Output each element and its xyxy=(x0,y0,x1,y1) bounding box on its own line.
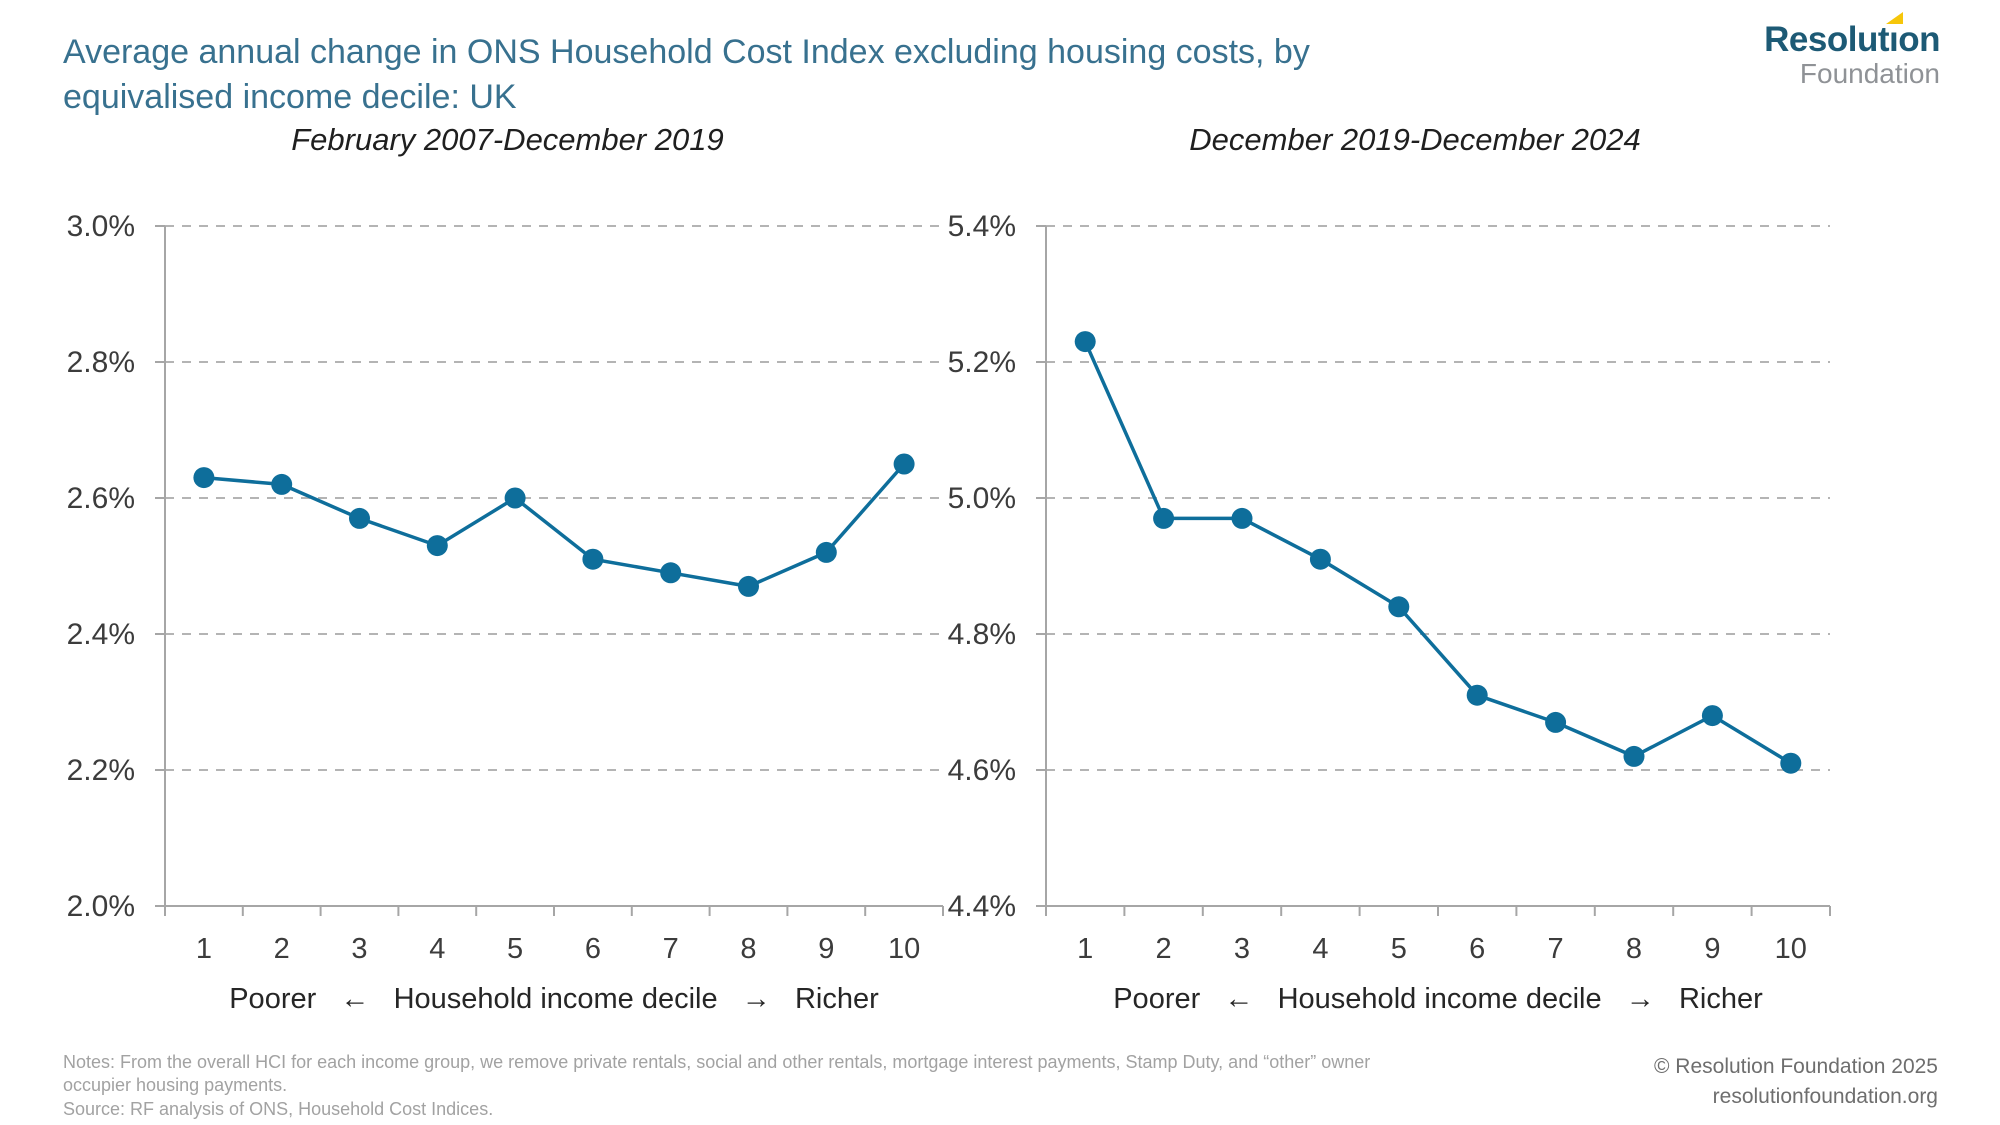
data-point xyxy=(1309,548,1331,570)
x-tick-label: 1 xyxy=(196,933,212,965)
resolution-foundation-logo: Resolutıon Foundation xyxy=(1764,22,1940,88)
source-line: Source: RF analysis of ONS, Household Co… xyxy=(63,1098,494,1119)
notes: Notes: From the overall HCI for each inc… xyxy=(63,1051,1583,1121)
data-point xyxy=(193,467,215,489)
x-tick-label: 5 xyxy=(507,933,523,965)
logo-subtitle: Foundation xyxy=(1799,58,1940,89)
data-point xyxy=(1780,752,1802,774)
x-tick-label: 3 xyxy=(1234,933,1250,965)
data-point xyxy=(1701,705,1723,727)
x-tick-label: 4 xyxy=(429,933,445,965)
y-tick-label: 4.6% xyxy=(948,754,1016,787)
x-tick-label: 8 xyxy=(1626,933,1642,965)
logo-wordmark: Resolutıon xyxy=(1764,22,1940,57)
x-tick-label: 7 xyxy=(1548,933,1564,965)
x-tick-label: 8 xyxy=(740,933,756,965)
y-tick-label: 2.0% xyxy=(67,890,135,923)
y-tick-label: 2.6% xyxy=(67,482,135,515)
x-tick-label: 9 xyxy=(1704,933,1720,965)
right-x-axis-caption: Poorer ← Household income decile → Riche… xyxy=(1113,983,1763,1015)
data-point xyxy=(1153,507,1175,529)
x-tick-label: 10 xyxy=(1775,933,1807,965)
y-tick-label: 2.4% xyxy=(67,618,135,651)
data-point xyxy=(582,548,604,570)
page-title-line1: Average annual change in ONS Household C… xyxy=(63,33,1310,71)
x-tick-label: 1 xyxy=(1077,933,1093,965)
logo-flag-icon: ı xyxy=(1889,20,1899,59)
y-tick-label: 5.4% xyxy=(948,210,1016,243)
x-tick-label: 6 xyxy=(1469,933,1485,965)
page-title: Average annual change in ONS Household C… xyxy=(63,30,1563,120)
x-tick-label: 3 xyxy=(351,933,367,965)
notes-line1: Notes: From the overall HCI for each inc… xyxy=(63,1052,1371,1072)
page-title-line2: equivalised income decile: UK xyxy=(63,77,517,116)
left-x-axis-caption: Poorer ← Household income decile → Riche… xyxy=(229,983,879,1015)
copyright-text: © Resolution Foundation 2025 xyxy=(1653,1055,1938,1078)
y-tick-label: 2.2% xyxy=(67,754,135,787)
data-point xyxy=(1231,507,1253,529)
x-tick-label: 7 xyxy=(663,933,679,965)
data-point xyxy=(1388,596,1410,618)
left-chart-feb2007-dec2019: 3.0% 2.8% 2.6% 2.4% 2.2% 2.0% 1 2 3 4 5 6 7 8 9 10 xyxy=(67,210,944,965)
data-point xyxy=(1466,684,1488,706)
y-tick-label: 3.0% xyxy=(67,210,135,243)
data-point xyxy=(349,507,370,529)
logo-wordmark-i: ı xyxy=(1889,20,1899,59)
x-tick-label: 10 xyxy=(888,933,920,965)
right-chart-title: December 2019-December 2024 xyxy=(1189,122,1641,157)
y-tick-label: 5.2% xyxy=(948,346,1016,379)
left-chart-title: February 2007-December 2019 xyxy=(291,122,724,157)
y-tick-label: 4.8% xyxy=(948,618,1016,651)
x-tick-label: 2 xyxy=(1156,933,1172,965)
footer: © Resolution Foundation 2025 resolutionf… xyxy=(1654,1052,1938,1113)
x-tick-label: 2 xyxy=(274,933,290,965)
x-tick-label: 6 xyxy=(585,933,601,965)
x-tick-label: 4 xyxy=(1312,933,1328,965)
series-line xyxy=(1083,340,1792,765)
website-text: resolutionfoundation.org xyxy=(1712,1085,1938,1109)
logo-wordmark-part2: on xyxy=(1898,20,1940,59)
data-point xyxy=(738,575,759,597)
data-point xyxy=(893,453,915,475)
logo-wordmark-part1: Resolut xyxy=(1764,20,1889,59)
notes-line2: occupier housing payments. xyxy=(63,1075,288,1096)
y-tick-label: 2.8% xyxy=(67,346,135,379)
data-point xyxy=(271,473,293,495)
data-point xyxy=(1545,711,1567,733)
data-point xyxy=(660,562,682,584)
x-tick-label: 9 xyxy=(818,933,834,965)
y-tick-label: 5.0% xyxy=(948,482,1016,515)
y-tick-label: 4.4% xyxy=(948,890,1016,923)
data-point xyxy=(504,487,526,509)
series-line xyxy=(203,462,906,589)
data-point xyxy=(1623,745,1645,767)
x-tick-label: 5 xyxy=(1391,933,1407,965)
data-point xyxy=(426,535,448,557)
data-point xyxy=(815,541,837,563)
data-point xyxy=(1074,331,1096,353)
right-chart-dec2019-dec2024: 5.4% 5.2% 5.0% 4.8% 4.6% 4.4% 1 2 3 4 5 6 7 8 9 10 xyxy=(948,210,1831,965)
